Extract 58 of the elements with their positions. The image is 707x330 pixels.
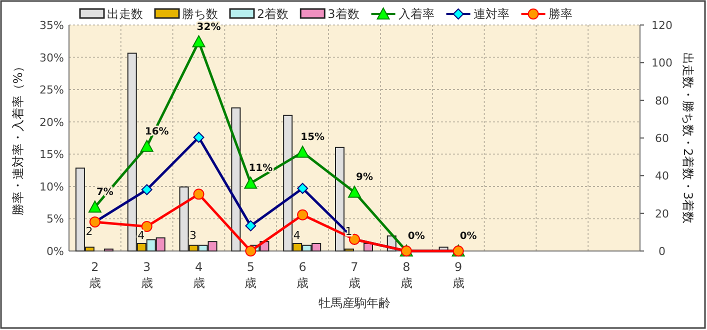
x-tick-label: 7歳: [348, 260, 360, 290]
y-tick-label: 0%: [46, 245, 64, 258]
x-tick-label: 3歳: [140, 260, 153, 290]
data-label: 3: [190, 229, 197, 242]
data-label: 4: [138, 229, 145, 242]
y2-tick-label: 60: [655, 132, 669, 145]
y2-tick-label: 40: [655, 170, 669, 183]
y-tick-label: 20%: [40, 116, 64, 129]
y2-tick-label: 80: [655, 94, 669, 108]
y2-tick-label: 20: [655, 207, 669, 220]
point: [193, 132, 204, 143]
point: [140, 140, 154, 152]
x-tick-label: 5歳: [244, 260, 257, 290]
x-tick-label: 9歳: [452, 260, 464, 290]
x-axis-title: 牡馬産駒年齢: [318, 296, 390, 310]
x-tick-label: 4歳: [192, 260, 205, 290]
y-tick-label: 10%: [40, 180, 64, 194]
data-label: 9%: [356, 172, 373, 184]
data-label: 4: [293, 229, 300, 242]
data-label: 0%: [408, 231, 425, 242]
x-tick-label: 6歳: [296, 260, 309, 290]
y-axis-title: 勝率・連対率・入着率（%）: [11, 60, 25, 216]
y2-tick-label: 100: [652, 56, 672, 70]
data-label: 2: [86, 225, 93, 238]
point: [141, 220, 152, 232]
legend-label: 入着率: [398, 7, 434, 21]
legend-label: 2着数: [257, 7, 289, 21]
point: [193, 188, 204, 200]
x-tick-label: 8歳: [400, 260, 412, 290]
point: [245, 220, 256, 232]
point: [348, 186, 361, 198]
data-label: 0%: [460, 231, 477, 242]
x-tick-label: 2歳: [88, 260, 101, 290]
point: [245, 246, 256, 256]
data-label: 32%: [196, 22, 221, 33]
point: [297, 209, 308, 220]
y-tick-label: 15%: [40, 148, 64, 162]
point: [88, 200, 102, 213]
y2-tick-label: 120: [652, 19, 672, 32]
bar: [364, 242, 373, 252]
y2-tick-label: 0: [658, 245, 666, 258]
data-label: 11%: [248, 163, 273, 174]
legend-label: 勝率: [548, 7, 572, 21]
legend-label: 3着数: [328, 7, 360, 21]
y-tick-label: 5%: [46, 212, 64, 226]
legend-label: 連対率: [473, 7, 510, 21]
y-tick-label: 35%: [40, 19, 64, 32]
legend-label: 勝ち数: [182, 7, 218, 21]
point: [244, 176, 258, 189]
y-tick-label: 30%: [40, 51, 64, 64]
y-tick-label: 25%: [40, 84, 64, 97]
point: [141, 184, 152, 196]
data-label: 15%: [300, 132, 325, 144]
y2-axis-title: 出走数・勝ち数・2着数・3着数: [681, 52, 695, 224]
point: [296, 146, 310, 158]
point: [192, 35, 206, 48]
point: [297, 182, 308, 194]
legend-label: 出走数: [107, 7, 143, 21]
